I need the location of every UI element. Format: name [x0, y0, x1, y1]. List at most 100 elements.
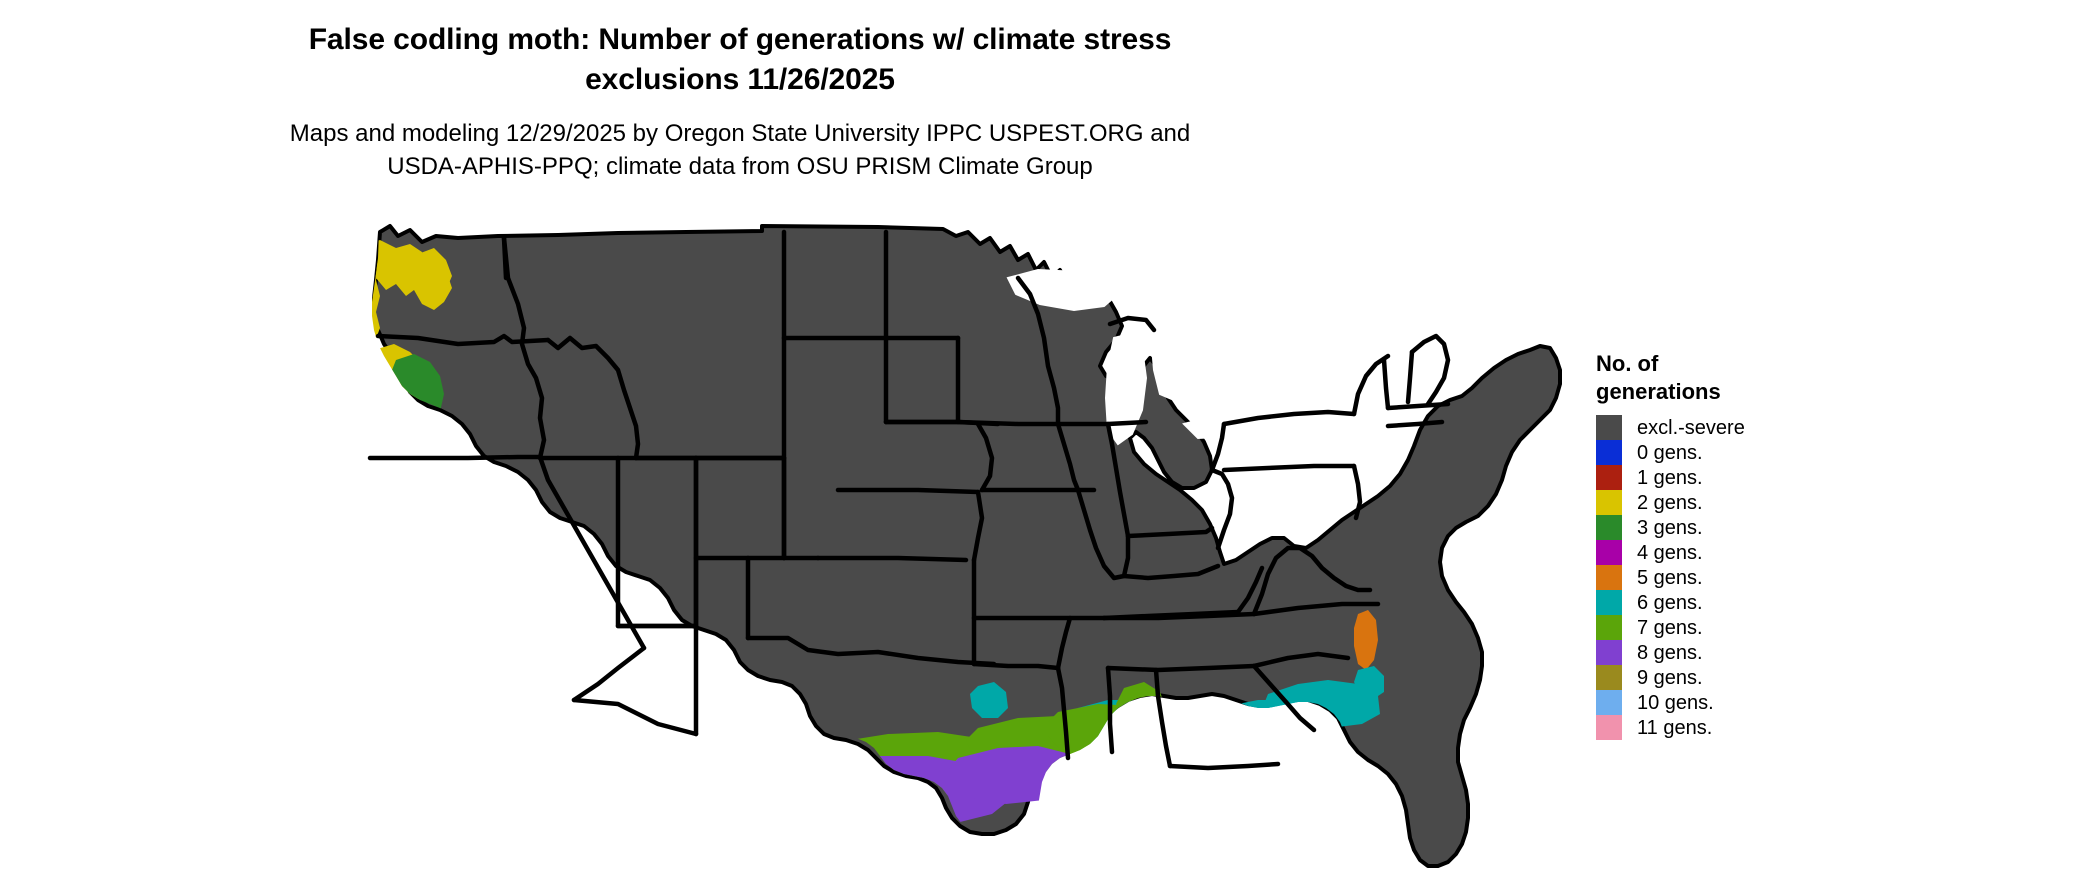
zone-3gens-coastrange — [372, 514, 400, 572]
border-wi-il — [1055, 419, 1149, 427]
legend-item-excl-severe[interactable]: excl.-severe — [1596, 415, 1926, 441]
legend-title-line1: No. of — [1596, 351, 1659, 376]
border-ar-la — [971, 661, 1061, 671]
page-subtitle-line2: USDA-APHIS-PPQ; climate data from OSU PR… — [387, 152, 1093, 180]
zone-6gens-az-a — [542, 610, 604, 684]
zone-10gens-rgv — [814, 846, 854, 870]
title-block: False codling moth: Number of generation… — [0, 20, 1480, 183]
legend-item-11-gens[interactable]: 11 gens. — [1596, 715, 1926, 741]
legend-label-excl-severe: excl.-severe — [1637, 416, 1745, 439]
zone-1gen-coast-a — [346, 246, 364, 270]
zone-6gens-ga — [1156, 710, 1286, 766]
zone-5gens-sanjoaquin — [410, 564, 480, 660]
legend-swatch-7-gens — [1596, 615, 1622, 641]
border-ny-ne — [1351, 353, 1391, 417]
border-mo-il — [1075, 487, 1131, 581]
legend-swatch-3-gens — [1596, 515, 1622, 541]
legend-item-7-gens[interactable]: 7 gens. — [1596, 615, 1926, 641]
zone-5gens-azpatch — [512, 602, 550, 646]
zone-9gens-stexas — [814, 788, 934, 870]
border-nj-de — [1351, 463, 1363, 521]
border-ks-ok — [815, 555, 969, 563]
zone-1gen-coast-b — [344, 318, 360, 340]
legend-label-6-gens: 6 gens. — [1637, 591, 1703, 614]
border-ia-il — [1055, 421, 1081, 493]
border-id-west — [501, 235, 547, 461]
legend-item-4-gens[interactable]: 4 gens. — [1596, 540, 1926, 566]
legend-swatch-10-gens — [1596, 690, 1622, 716]
zone-2gens-puget — [372, 240, 452, 310]
border-ky-tn — [1101, 609, 1241, 621]
zone-8gens-colorado — [540, 668, 600, 730]
border-va-wv-md — [1251, 545, 1373, 617]
legend-swatch-0-gens — [1596, 440, 1622, 466]
border-az-south — [571, 697, 699, 737]
map-legend: No. of generations excl.-severe 0 gens. … — [1596, 350, 1926, 741]
legend-item-2-gens[interactable]: 2 gens. — [1596, 490, 1926, 516]
border-mi-up — [1107, 315, 1157, 333]
border-ne-ia — [975, 421, 995, 493]
legend-item-9-gens[interactable]: 9 gens. — [1596, 665, 1926, 691]
page-title-line1: False codling moth: Number of generation… — [308, 23, 1172, 56]
zone-2gens-wacoast — [418, 248, 452, 290]
legend-label-1-gens: 1 gens. — [1637, 466, 1703, 489]
border-ga-fl — [1167, 761, 1281, 771]
legend-item-8-gens[interactable]: 8 gens. — [1596, 640, 1926, 666]
zone-10gens-keys — [1244, 882, 1272, 883]
legend-items: excl.-severe 0 gens. 1 gens. 2 gens. 3 g… — [1596, 415, 1926, 741]
legend-swatch-1-gens — [1596, 465, 1622, 491]
border-ar-ms — [1055, 615, 1073, 671]
legend-item-1-gens[interactable]: 1 gens. — [1596, 465, 1926, 491]
legend-swatch-excl-severe — [1596, 415, 1622, 441]
legend-label-7-gens: 7 gens. — [1637, 616, 1703, 639]
zone-6gens-az-c — [658, 654, 698, 698]
page-title-line2: exclusions 11/26/2025 — [585, 62, 895, 96]
zone-4gens-isl2 — [466, 700, 486, 720]
zone-10gens-rgv2 — [826, 882, 858, 883]
border-wa-or — [375, 333, 551, 347]
legend-swatch-5-gens — [1596, 565, 1622, 591]
border-ky-va — [1235, 565, 1265, 615]
legend-swatch-6-gens — [1596, 590, 1622, 616]
border-sc-nc — [1251, 651, 1351, 669]
legend-label-4-gens: 4 gens. — [1637, 541, 1703, 564]
border-tn-south — [1105, 663, 1257, 673]
legend-item-6-gens[interactable]: 6 gens. — [1596, 590, 1926, 616]
border-wv-oh — [1209, 467, 1235, 551]
legend-swatch-2-gens — [1596, 490, 1622, 516]
border-pa-md — [1221, 463, 1357, 473]
legend-item-3-gens[interactable]: 3 gens. — [1596, 515, 1926, 541]
legend-item-5-gens[interactable]: 5 gens. — [1596, 565, 1926, 591]
legend-item-0-gens[interactable]: 0 gens. — [1596, 440, 1926, 466]
legend-swatch-8-gens — [1596, 640, 1622, 666]
legend-label-5-gens: 5 gens. — [1637, 566, 1703, 589]
border-nv-south — [571, 645, 647, 703]
border-mn-ia — [883, 419, 1061, 427]
zone-8gens-fl — [1208, 786, 1282, 870]
border-ne-ks — [835, 487, 981, 495]
border-ma-ct — [1385, 401, 1451, 411]
zone-7gens-fl-panhandle — [1100, 746, 1198, 792]
border-in-oh — [1125, 525, 1215, 539]
legend-label-8-gens: 8 gens. — [1637, 641, 1703, 664]
border-nc-va — [1251, 601, 1381, 617]
zone-9gens-texastip — [822, 834, 896, 870]
zone-4gens-west — [372, 536, 416, 620]
legend-swatch-11-gens — [1596, 715, 1622, 741]
page-subtitle-line1: Maps and modeling 12/29/2025 by Oregon S… — [289, 120, 1191, 148]
border-ny-vt — [1381, 357, 1391, 411]
zone-3gens-ncal — [372, 462, 400, 536]
legend-label-2-gens: 2 gens. — [1637, 491, 1703, 514]
border-il-in — [1105, 421, 1131, 539]
border-wa-id — [501, 235, 509, 281]
zone-4gens-socal — [398, 612, 464, 696]
lake-huron — [1150, 316, 1200, 402]
zone-4gens-sierrafoot — [432, 512, 496, 602]
border-mt-nd — [781, 229, 889, 341]
border-la-ms — [1055, 665, 1071, 761]
border-nh-me — [1409, 333, 1451, 407]
legend-item-10-gens[interactable]: 10 gens. — [1596, 690, 1926, 716]
border-vt-nh — [1405, 349, 1415, 405]
legend-swatch-9-gens — [1596, 665, 1622, 691]
